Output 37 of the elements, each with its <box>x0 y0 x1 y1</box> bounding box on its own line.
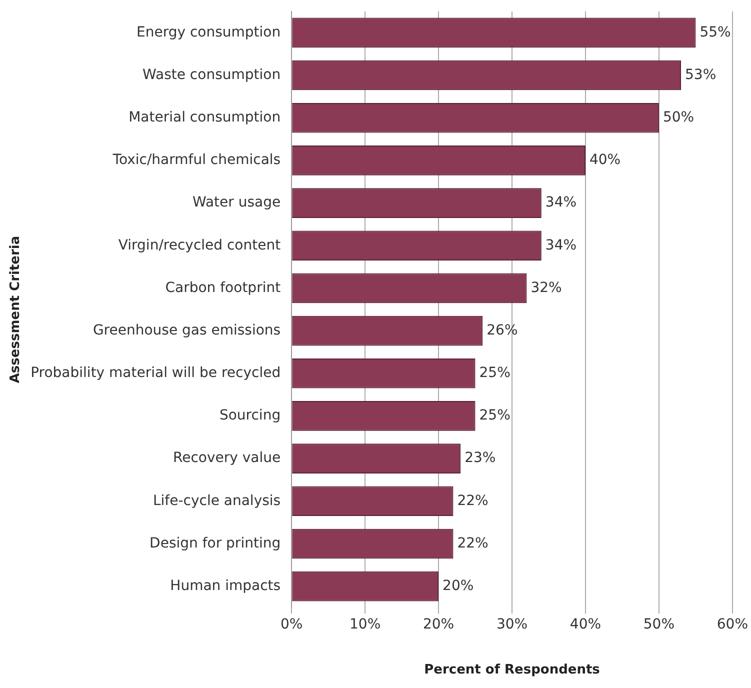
y-tick-label: Greenhouse gas emissions <box>92 322 281 338</box>
data-label: 25% <box>479 408 510 424</box>
y-tick-label: Waste consumption <box>142 66 281 83</box>
data-label: 34% <box>545 237 577 254</box>
y-tick-label: Probability material will be recycled <box>30 365 281 382</box>
x-tick-label: 50% <box>643 616 675 633</box>
y-tick-label: Life-cycle analysis <box>152 492 281 509</box>
y-tick-label: Virgin/recycled content <box>118 237 282 254</box>
data-label: 55% <box>700 24 731 40</box>
data-label: 53% <box>685 66 716 83</box>
x-tick-label: 10% <box>350 616 381 633</box>
data-label: 32% <box>530 280 562 296</box>
y-tick-label: Energy consumption <box>136 24 281 40</box>
y-tick-label: Design for printing <box>150 535 281 552</box>
x-tick-label: 30% <box>496 616 528 633</box>
y-tick-label: Water usage <box>192 194 281 211</box>
y-tick-label: Material consumption <box>128 110 281 126</box>
y-tick-label: Carbon footprint <box>165 280 282 296</box>
y-axis-title: Assessment Criteria <box>8 236 24 384</box>
data-label: 40% <box>589 152 621 168</box>
x-tick-label: 0% <box>280 616 303 633</box>
data-label: 22% <box>457 492 488 509</box>
data-label: 23% <box>464 450 496 466</box>
y-tick-label: Recovery value <box>172 450 281 466</box>
y-tick-label: Toxic/harmful chemicals <box>112 152 281 168</box>
x-tick-label: 20% <box>422 616 454 633</box>
y-tick-label: Sourcing <box>219 408 281 424</box>
data-label: 20% <box>442 578 474 594</box>
x-axis-title: Percent of Respondents <box>424 662 600 678</box>
x-tick-label: 60% <box>716 616 748 633</box>
x-tick-label: 40% <box>570 616 602 633</box>
data-label: 50% <box>662 110 694 126</box>
data-label: 25% <box>479 365 510 382</box>
data-label: 34% <box>545 194 577 211</box>
data-label: 22% <box>457 535 488 552</box>
data-label: 26% <box>486 322 518 338</box>
y-tick-label: Human impacts <box>170 578 281 594</box>
